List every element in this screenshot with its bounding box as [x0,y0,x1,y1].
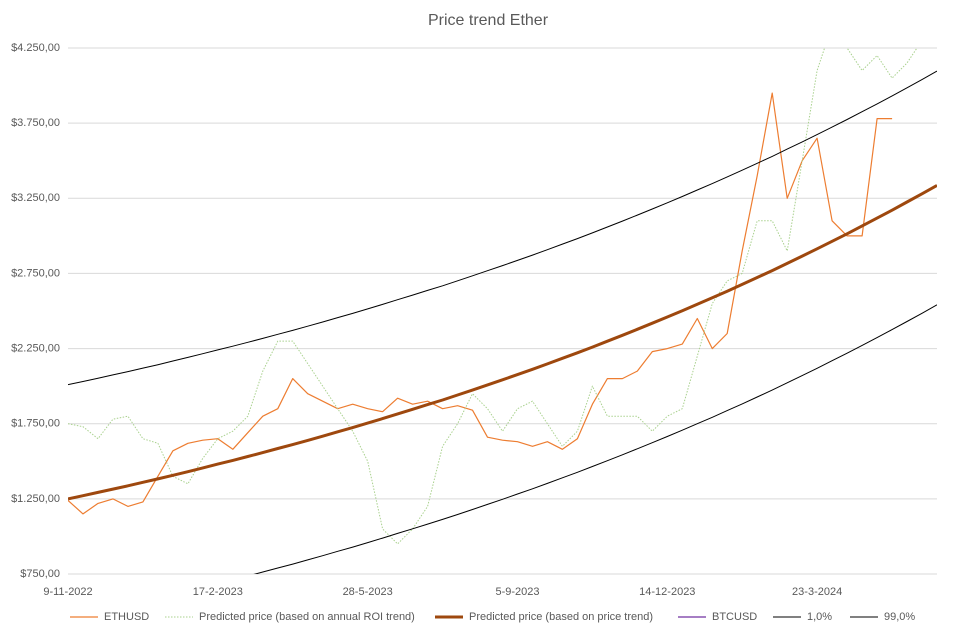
x-tick-label: 14-12-2023 [639,586,695,598]
y-tick-label: $4.250,00 [11,42,60,54]
y-tick-label: $1.250,00 [11,493,60,505]
x-tick-label: 28-5-2023 [343,586,393,598]
y-tick-label: $3.250,00 [11,192,60,204]
y-tick-label: $750,00 [20,568,60,580]
series-line [68,92,893,515]
x-tick-label: 17-2-2023 [193,586,243,598]
y-tick-label: $1.750,00 [11,418,60,430]
chart-title: Price trend Ether [428,12,549,29]
series-line [68,184,937,501]
legend-label: Predicted price (based on price trend) [469,611,653,623]
y-tick-label: $2.750,00 [11,267,60,279]
series-line [253,304,937,574]
x-tick-label: 23-3-2024 [792,586,842,598]
legend-label: 99,0% [884,611,915,623]
x-tick-label: 9-11-2022 [43,586,92,598]
legend-label: BTCUSD [712,611,757,623]
legend-label: 1,0% [807,611,832,623]
legend-label: ETHUSD [104,611,149,623]
series-line [68,70,937,386]
series-line [68,48,918,545]
y-tick-label: $2.250,00 [11,342,60,354]
x-tick-label: 5-9-2023 [495,586,539,598]
y-tick-label: $3.750,00 [11,117,60,129]
legend-label: Predicted price (based on annual ROI tre… [199,611,415,623]
